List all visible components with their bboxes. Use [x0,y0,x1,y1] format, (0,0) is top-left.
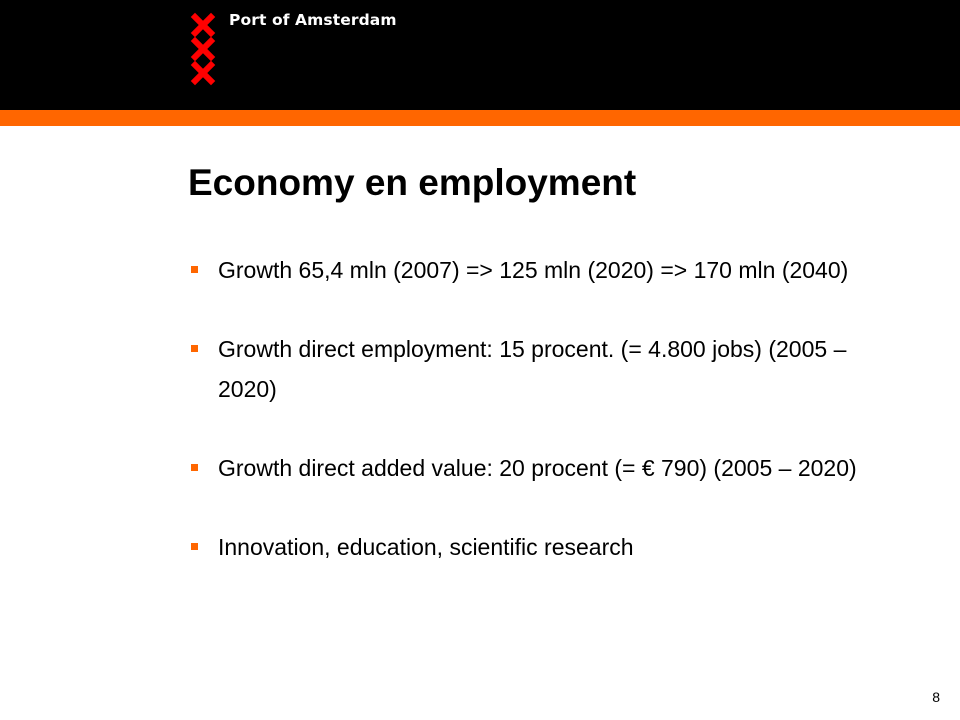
bullet-item: Growth 65,4 mln (2007) => 125 mln (2020)… [188,250,888,290]
bullet-item: Growth direct employment: 15 procent. (=… [188,329,888,409]
square-bullet-icon [191,464,198,471]
square-bullet-icon [191,266,198,273]
amsterdam-crosses-logo-icon [190,12,216,86]
bullet-text: Growth direct employment: 15 procent. (=… [218,336,847,402]
bullet-text: Growth direct added value: 20 procent (=… [218,455,857,481]
page-number: 8 [932,689,940,705]
slide-title: Economy en employment [188,162,637,203]
logo-text: Port of Amsterdam [229,11,397,29]
bullet-list: Growth 65,4 mln (2007) => 125 mln (2020)… [188,250,888,567]
header-bar: Port of Amsterdam [0,0,960,110]
bullet-item: Growth direct added value: 20 procent (=… [188,448,888,488]
bullet-item: Innovation, education, scientific resear… [188,527,888,567]
bullet-text: Growth 65,4 mln (2007) => 125 mln (2020)… [218,257,849,283]
accent-bar [0,110,960,126]
square-bullet-icon [191,345,198,352]
bullet-text: Innovation, education, scientific resear… [218,534,634,560]
square-bullet-icon [191,543,198,550]
